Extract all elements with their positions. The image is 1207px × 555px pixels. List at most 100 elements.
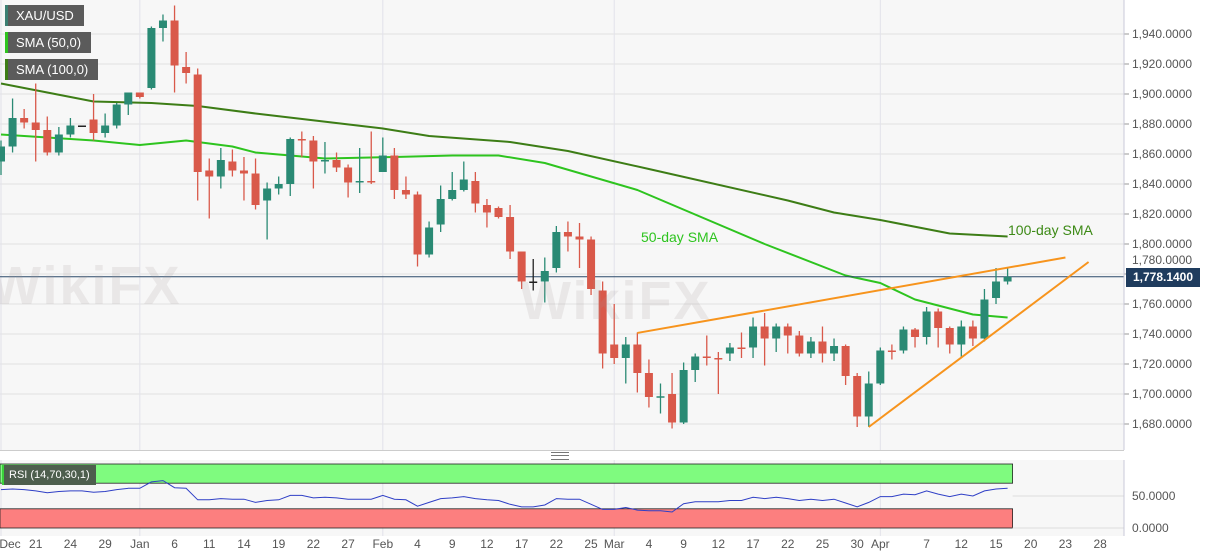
candle xyxy=(494,206,503,219)
candle-body xyxy=(957,326,966,345)
candle xyxy=(43,116,52,156)
candle-body xyxy=(413,194,422,255)
legend-sma100[interactable]: SMA (100,0) xyxy=(5,59,99,80)
y-tick-label: 1,700.0000 xyxy=(1132,387,1192,401)
candle-body xyxy=(922,311,931,337)
x-tick-label: 20 xyxy=(1024,537,1038,551)
trendline xyxy=(868,261,1090,428)
candle-body xyxy=(911,329,920,337)
candle xyxy=(31,83,40,162)
x-tick-label: 21 xyxy=(29,537,43,551)
candle xyxy=(309,136,318,189)
moving-averages xyxy=(0,82,1124,319)
trendline xyxy=(637,256,1066,334)
candle-body xyxy=(355,181,364,183)
candle xyxy=(587,236,596,295)
candle xyxy=(610,304,619,364)
x-tick-label: 12 xyxy=(480,537,494,551)
x-tick-label: 14 xyxy=(237,537,251,551)
candle-body xyxy=(390,155,399,190)
candle-body xyxy=(344,167,353,183)
candle xyxy=(899,326,908,354)
candle-body xyxy=(193,74,202,172)
candle-body xyxy=(124,92,133,105)
candle-body xyxy=(43,130,52,153)
y-tick-label: 1,880.0000 xyxy=(1132,117,1192,131)
panel-resize-handle[interactable] xyxy=(551,452,569,460)
candle xyxy=(760,313,769,366)
candle xyxy=(89,94,98,141)
candle-body xyxy=(205,170,214,177)
candle xyxy=(228,149,237,177)
x-tick-label: 12 xyxy=(955,537,969,551)
candle xyxy=(425,221,434,258)
x-tick-label: 7 xyxy=(923,537,930,551)
candle-body xyxy=(182,67,191,73)
candle-body xyxy=(644,373,653,397)
candle xyxy=(864,371,873,427)
candle-body xyxy=(714,358,723,360)
candle-body xyxy=(980,299,989,339)
candle-body xyxy=(691,356,700,370)
candle xyxy=(193,68,202,201)
candle xyxy=(286,137,295,196)
candle-body xyxy=(841,346,850,376)
candle xyxy=(77,125,86,127)
candle xyxy=(459,161,468,192)
current-price-tag: 1,778.1400 xyxy=(1126,268,1200,287)
candle xyxy=(563,221,572,252)
x-tick-label: 6 xyxy=(171,537,178,551)
candle-body xyxy=(135,92,144,97)
candle-body xyxy=(274,184,283,189)
candle-body xyxy=(772,326,781,339)
candle xyxy=(112,103,121,129)
candle-body xyxy=(77,125,86,127)
candle-body xyxy=(795,335,804,354)
candle xyxy=(20,109,29,129)
candle xyxy=(355,148,364,193)
x-tick-label: 17 xyxy=(746,537,760,551)
y-tick-label: 1,740.0000 xyxy=(1132,327,1192,341)
candle-body xyxy=(934,311,943,328)
candle-body xyxy=(147,28,156,88)
candle xyxy=(170,5,179,93)
sma100-line xyxy=(0,82,1008,238)
legend-symbol[interactable]: XAU/USD xyxy=(5,5,84,26)
candle-body xyxy=(112,104,121,126)
candle xyxy=(54,127,63,156)
candle xyxy=(1003,268,1012,285)
candle xyxy=(737,332,746,358)
candle-body xyxy=(575,236,584,240)
candle xyxy=(239,157,248,201)
candle-body xyxy=(668,394,677,423)
main-plot-background xyxy=(0,0,1124,450)
candle-body xyxy=(401,190,410,195)
sma50-annotation: 50-day SMA xyxy=(641,229,719,245)
candle xyxy=(66,118,75,138)
sma50-line xyxy=(0,133,1008,319)
x-tick-label: 12 xyxy=(712,537,726,551)
x-tick-label: 27 xyxy=(341,537,355,551)
candle xyxy=(135,92,144,99)
candle xyxy=(887,344,896,360)
legend-rsi[interactable]: RSI (14,70,30,1) xyxy=(2,465,96,485)
candle xyxy=(506,205,515,259)
candle xyxy=(158,14,167,42)
candle-body xyxy=(656,396,665,398)
candle xyxy=(552,226,561,273)
x-tick-label: 4 xyxy=(646,537,653,551)
candle xyxy=(263,182,272,240)
candle xyxy=(367,131,376,184)
candle xyxy=(575,223,584,268)
candle-body xyxy=(899,329,908,351)
candle-body xyxy=(89,119,98,133)
y-tick-label: 1,840.0000 xyxy=(1132,177,1192,191)
candle xyxy=(691,353,700,382)
candle xyxy=(621,337,630,384)
candle xyxy=(517,251,526,289)
candle xyxy=(992,268,1001,304)
candle xyxy=(378,137,387,172)
legend-sma50[interactable]: SMA (50,0) xyxy=(5,32,92,53)
x-tick-label: 4 xyxy=(414,537,421,551)
rsi-oversold-zone xyxy=(0,508,1013,529)
